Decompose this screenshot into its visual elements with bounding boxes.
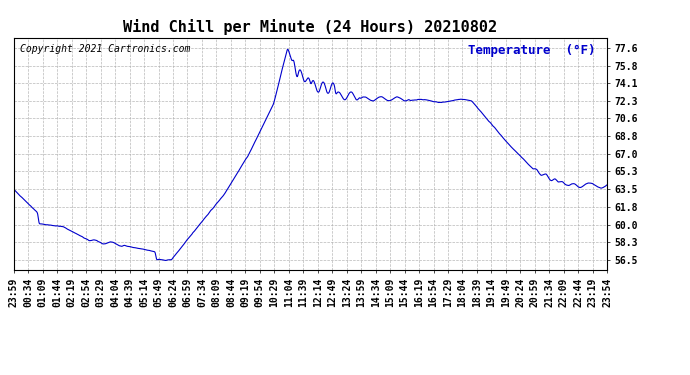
Text: Temperature  (°F): Temperature (°F) (468, 45, 595, 57)
Title: Wind Chill per Minute (24 Hours) 20210802: Wind Chill per Minute (24 Hours) 2021080… (124, 19, 497, 35)
Text: Copyright 2021 Cartronics.com: Copyright 2021 Cartronics.com (20, 45, 190, 54)
